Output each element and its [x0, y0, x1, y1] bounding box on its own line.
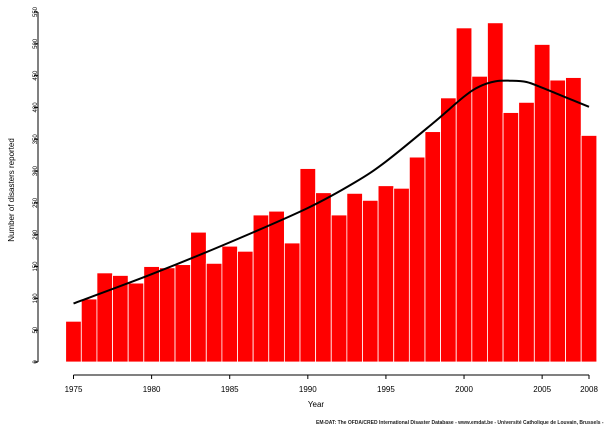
- bar-1984: [205, 262, 223, 363]
- bar-1977: [96, 272, 113, 363]
- y-tick-label: 550: [33, 6, 39, 17]
- bar-1976: [80, 298, 98, 363]
- y-tick-label: 200: [33, 229, 39, 240]
- x-axis: 1975 1980 1985 1990 1995 2000 2005 2008: [65, 374, 598, 394]
- y-tick-label: 100: [33, 293, 39, 304]
- bar-1997: [408, 156, 426, 363]
- bar-1985: [221, 245, 238, 363]
- bar-1998: [424, 131, 441, 363]
- y-tick-label: 400: [33, 102, 39, 113]
- bar-2008: [580, 135, 598, 363]
- bar-2007: [565, 77, 582, 363]
- bar-1992: [330, 214, 348, 363]
- x-tick-label: 1990: [299, 385, 317, 394]
- bar-2002: [487, 22, 504, 363]
- bar-2004: [518, 101, 535, 363]
- y-tick-label: 300: [33, 165, 39, 176]
- y-tick-label: 350: [33, 134, 39, 145]
- y-tick-label: 0: [33, 360, 39, 364]
- bar-1983: [190, 231, 207, 363]
- y-tick-label: 50: [33, 326, 39, 333]
- x-tick-label: 1980: [143, 385, 161, 394]
- bar-1994: [362, 199, 379, 363]
- bar-1986: [237, 250, 254, 363]
- bar-2003: [502, 112, 520, 363]
- bar-1980: [143, 266, 160, 363]
- bar-2001: [471, 75, 488, 363]
- y-axis: 0 50 100 150 200 250 300 350 400 450 500 550: [33, 6, 39, 363]
- x-tick-label: 2005: [533, 385, 551, 394]
- bar-1982: [174, 264, 192, 363]
- bar-1989: [283, 242, 301, 363]
- source-note: EM-DAT: The OFDA/CRED International Disa…: [316, 420, 605, 426]
- x-tick-label: 2000: [455, 385, 473, 394]
- x-tick-label: 1975: [65, 385, 83, 394]
- bar-1991: [315, 192, 332, 363]
- y-tick-label: 500: [33, 38, 39, 49]
- bar-1979: [127, 282, 145, 363]
- bar-1990: [299, 168, 317, 363]
- bar-1987: [252, 214, 270, 363]
- y-tick-label: 450: [33, 70, 39, 81]
- y-axis-label: Number of disasters reported: [7, 138, 16, 242]
- bar-1995: [377, 185, 395, 363]
- x-axis-label: Year: [308, 400, 325, 409]
- x-tick-label: 1985: [221, 385, 239, 394]
- bar-1999: [440, 97, 457, 363]
- x-tick-label: 1995: [377, 385, 395, 394]
- bar-2000: [455, 27, 473, 363]
- bar-1993: [346, 192, 363, 363]
- trend-line: [73, 79, 590, 305]
- bar-2006: [549, 79, 566, 363]
- bar-1996: [393, 187, 410, 363]
- x-tick-label: 2008: [580, 385, 598, 394]
- y-tick-label: 150: [33, 261, 39, 272]
- bar-1975: [65, 320, 82, 363]
- bars: [65, 22, 598, 363]
- bar-1981: [159, 267, 176, 363]
- bar-2005: [533, 44, 551, 363]
- y-tick-label: 250: [33, 197, 39, 208]
- bar-1988: [268, 210, 285, 363]
